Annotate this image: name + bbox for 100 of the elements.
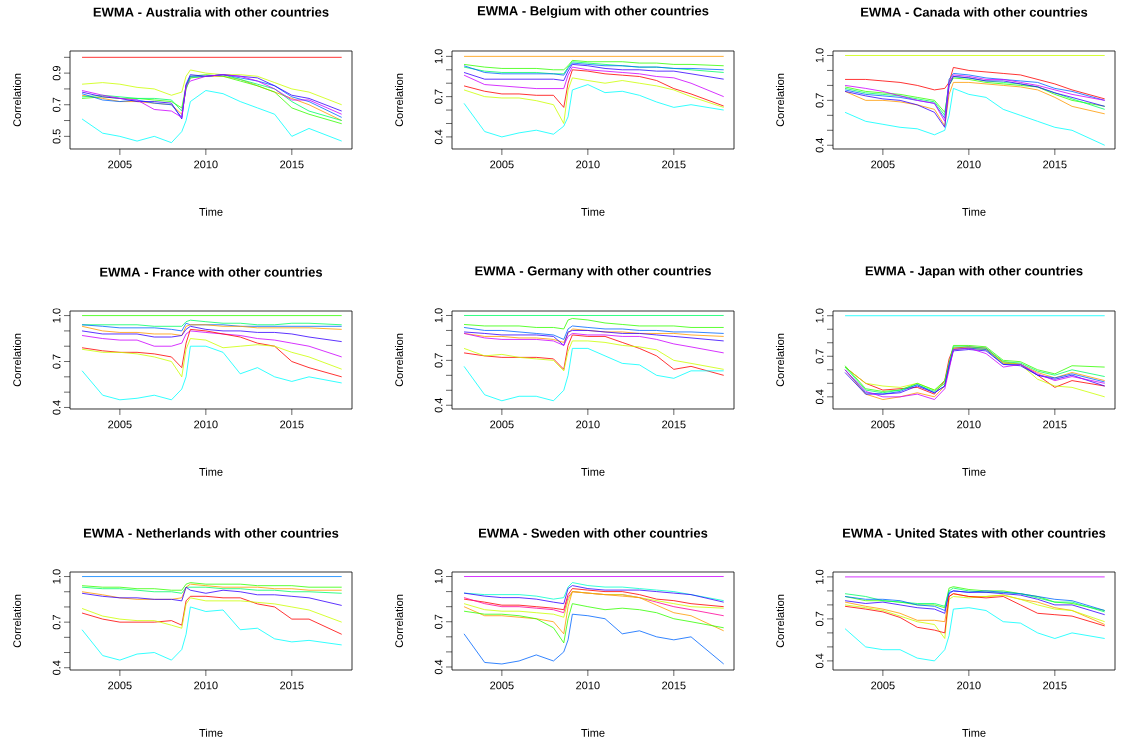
x-tick-label: 2010 — [957, 420, 981, 429]
x-tick-label: 2015 — [662, 681, 686, 690]
y-tick-label: 1.0 — [815, 569, 824, 584]
y-tick-label: 0.7 — [434, 614, 443, 629]
y-tick-label: 0.7 — [434, 89, 443, 104]
x-tick-label: 2010 — [194, 160, 218, 169]
chart-title: EWMA - Japan with other countries — [865, 265, 1083, 279]
y-tick-label: 0.7 — [434, 353, 443, 368]
x-tick-label: 2015 — [1043, 420, 1067, 429]
x-tick-label: 2010 — [957, 681, 981, 690]
x-tick-label: 2005 — [871, 160, 895, 169]
y-axis-title: Correlation — [775, 73, 785, 127]
y-axis-title: Correlation — [775, 333, 785, 387]
chart-title: EWMA - Germany with other countries — [475, 265, 711, 279]
x-tick-label: 2015 — [280, 681, 304, 690]
y-tick-label: 0.4 — [434, 129, 443, 145]
y-tick-label: 0.4 — [52, 400, 61, 415]
y-tick-label: 0.4 — [815, 389, 824, 405]
y-tick-label: 0.5 — [52, 129, 61, 144]
x-tick-label: 2005 — [490, 681, 514, 690]
x-axis-title: Time — [962, 728, 986, 737]
x-tick-label: 2010 — [194, 420, 218, 429]
chart-title: EWMA - Belgium with other countries — [477, 5, 709, 19]
x-axis-title: Time — [581, 467, 605, 476]
x-axis-title: Time — [199, 728, 223, 737]
x-tick-label: 2010 — [576, 681, 600, 690]
x-tick-label: 2015 — [662, 160, 686, 169]
line-series — [463, 603, 725, 644]
x-tick-label: 2010 — [576, 160, 600, 169]
x-axis-title: Time — [199, 467, 223, 476]
y-tick-label: 0.4 — [815, 653, 824, 669]
x-tick-label: 2015 — [280, 160, 304, 169]
y-tick-label: 1.0 — [815, 48, 824, 63]
x-axis-title: Time — [581, 728, 605, 737]
x-tick-label: 2015 — [662, 420, 686, 429]
y-axis-title: Correlation — [394, 73, 404, 127]
y-tick-label: 1.0 — [434, 49, 443, 64]
y-axis-title: Correlation — [394, 594, 404, 648]
x-tick-label: 2005 — [490, 420, 514, 429]
y-axis-title: Correlation — [775, 594, 785, 648]
line-series — [463, 588, 725, 611]
x-axis-title: Time — [962, 467, 986, 476]
x-axis-title: Time — [581, 207, 605, 216]
line-series — [81, 328, 343, 378]
x-axis-title: Time — [962, 207, 986, 216]
line-series — [463, 613, 725, 665]
x-axis-title: Time — [199, 207, 223, 216]
line-series — [463, 84, 725, 138]
y-tick-label: 0.4 — [434, 397, 443, 413]
x-tick-label: 2015 — [1043, 681, 1067, 690]
y-tick-label: 0.9 — [52, 66, 61, 81]
y-tick-label: 0.7 — [52, 97, 61, 112]
line-series — [463, 591, 725, 635]
line-series — [81, 90, 343, 144]
y-tick-label: 1.0 — [815, 308, 824, 323]
chart-title: EWMA - Canada with other countries — [861, 7, 1088, 17]
y-tick-label: 0.7 — [815, 93, 824, 108]
chart-title: EWMA - Australia with other countries — [93, 7, 329, 17]
x-tick-label: 2015 — [1043, 160, 1067, 169]
line-series — [81, 338, 343, 378]
chart-title: EWMA - France with other countries — [100, 267, 323, 277]
y-tick-label: 0.4 — [52, 660, 61, 675]
y-tick-label: 0.7 — [815, 611, 824, 627]
x-tick-label: 2015 — [280, 420, 304, 429]
y-axis-title: Correlation — [394, 333, 404, 387]
line-series — [463, 69, 725, 108]
y-tick-label: 1.0 — [52, 308, 61, 323]
x-tick-label: 2005 — [108, 160, 132, 169]
line-series — [81, 69, 343, 106]
y-tick-label: 1.0 — [52, 569, 61, 584]
line-series — [463, 77, 725, 124]
y-axis-title: Correlation — [12, 333, 22, 387]
x-tick-label: 2005 — [871, 681, 895, 690]
line-series — [844, 607, 1106, 662]
x-tick-label: 2005 — [108, 681, 132, 690]
line-series — [81, 345, 343, 401]
chart-title: EWMA - Sweden with other countries — [479, 528, 708, 538]
y-tick-label: 1.0 — [434, 308, 443, 323]
line-series — [81, 330, 343, 358]
line-series — [844, 88, 1106, 146]
y-tick-label: 0.7 — [52, 615, 61, 630]
y-tick-label: 1.0 — [434, 569, 443, 584]
y-axis-title: Correlation — [12, 73, 22, 127]
chart-title: EWMA - United States with other countries — [843, 528, 1106, 538]
y-axis-title: Correlation — [12, 594, 22, 648]
x-tick-label: 2010 — [194, 681, 218, 690]
x-tick-label: 2005 — [108, 420, 132, 429]
line-series — [81, 586, 343, 606]
x-tick-label: 2010 — [576, 420, 600, 429]
y-tick-label: 0.7 — [815, 349, 824, 364]
line-series — [463, 348, 725, 402]
line-series — [81, 606, 343, 661]
x-tick-label: 2005 — [490, 160, 514, 169]
line-series — [463, 340, 725, 372]
chart-title: EWMA - Netherlands with other countries — [84, 528, 339, 538]
x-tick-label: 2005 — [871, 420, 895, 429]
y-tick-label: 0.7 — [52, 354, 61, 369]
y-tick-label: 0.4 — [815, 137, 824, 153]
x-tick-label: 2010 — [957, 160, 981, 169]
y-tick-label: 0.4 — [434, 659, 443, 675]
